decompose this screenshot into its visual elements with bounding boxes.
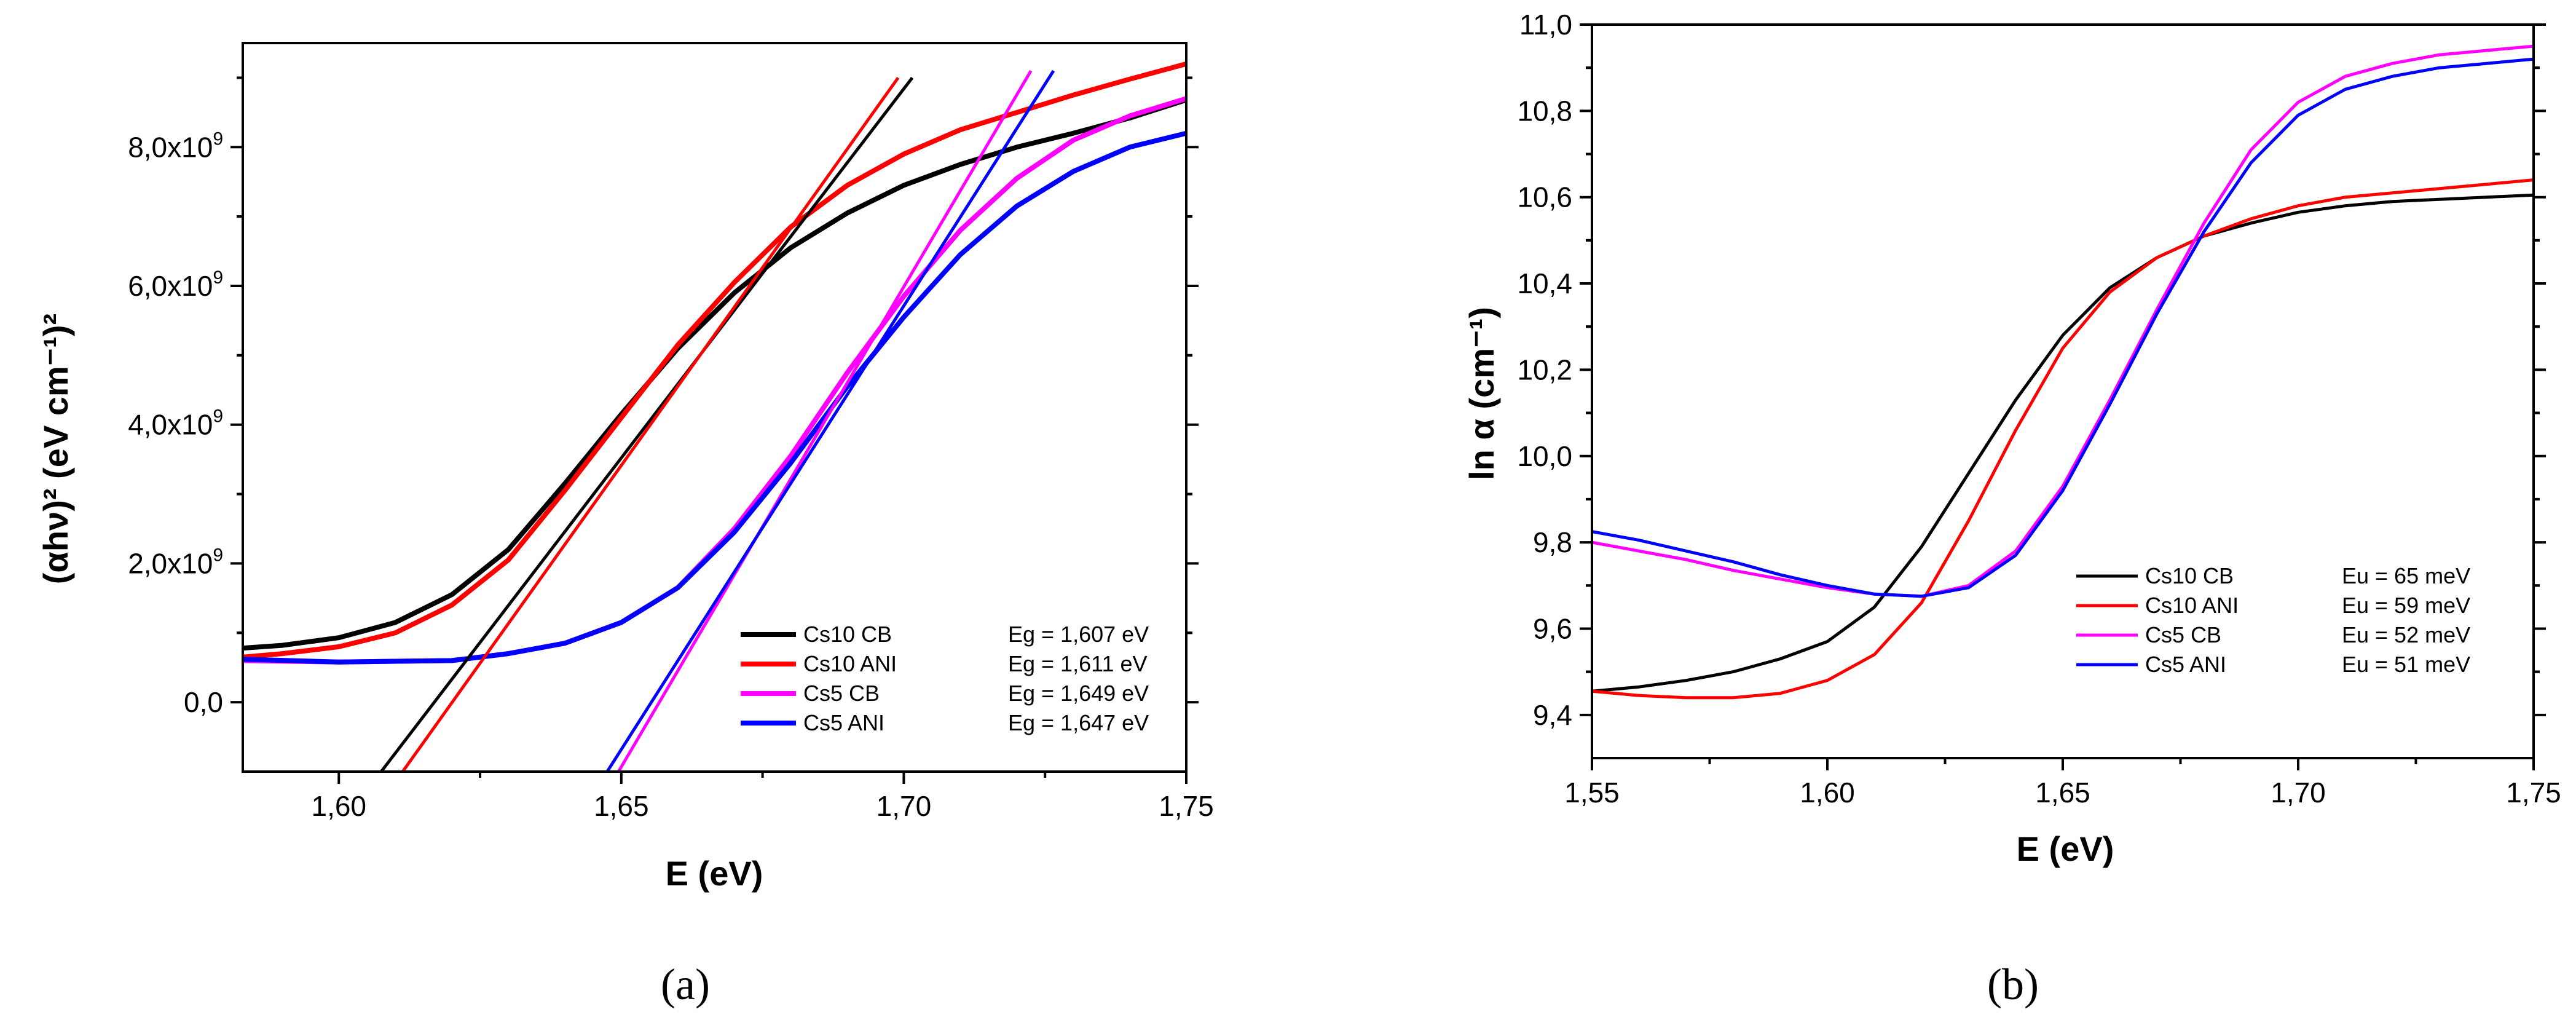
panel-a-x-axis-label: E (eV) (666, 854, 763, 893)
legend-series-name: Cs10 ANI (803, 651, 897, 676)
x-tick-label: 1,75 (2506, 777, 2561, 809)
y-tick-label: 10,6 (1517, 181, 1572, 213)
series-curve-cs5-ani (243, 130, 1186, 665)
series-curve-cs5-cb (243, 96, 1186, 665)
fit-line-cs10-ani (401, 76, 900, 772)
x-tick-label: 1,70 (876, 790, 932, 822)
legend: Cs10 CB Eu = 65 meV Cs10 ANI Eu = 59 meV Cs5… (2076, 563, 2470, 677)
x-tick-label: 1,65 (2035, 777, 2090, 809)
y-tick-label: 10,4 (1517, 267, 1572, 299)
y-tick-label: 9,6 (1533, 612, 1572, 644)
legend-series-value: Eg = 1,607 eV (1008, 622, 1149, 647)
panel-b-chart: E (eV) ln α (cm⁻¹) (b) 1,55 1,60 1,65 1,70 1… (1462, 9, 2561, 1009)
x-tick-label: 1,60 (1800, 777, 1855, 809)
series-curve-cs5-cb (1592, 44, 2534, 598)
fit-line-cs10-cb (380, 76, 914, 772)
series-curve-cs10-ani (243, 61, 1186, 660)
panel-b-y-axis-label: ln α (cm⁻¹) (1462, 307, 1501, 480)
legend-series-name: Cs10 CB (803, 622, 892, 647)
plot-area (243, 61, 1186, 772)
y-tick-label: 2,0x109 (128, 545, 223, 579)
x-tick-label: 1,55 (1564, 777, 1620, 809)
legend-series-value: Eg = 1,611 eV (1008, 651, 1148, 676)
y-tick-label: 10,2 (1517, 354, 1572, 386)
y-tick-label: 4,0x109 (128, 406, 223, 441)
panel-b-x-axis-label: E (eV) (2017, 829, 2114, 868)
legend-series-value: Eu = 65 meV (2342, 563, 2470, 588)
legend-series-name: Cs5 ANI (2145, 652, 2226, 677)
series-curve-cs5-ani (1592, 57, 2534, 598)
series-curve-cs10-cb (243, 97, 1186, 651)
plot-frame (242, 42, 1188, 773)
y-tick-label: 6,0x109 (128, 267, 223, 302)
fit-line-cs5-ani (605, 69, 1055, 772)
y-tick-label: 9,4 (1533, 699, 1572, 731)
x-tick-label: 1,60 (311, 790, 366, 822)
legend-series-name: Cs5 ANI (803, 710, 884, 735)
legend: Cs10 CB Eg = 1,607 eV Cs10 ANI Eg = 1,611 e… (741, 622, 1149, 735)
panel-a-y-axis-label: (αhν)² (eV cm⁻¹)² (36, 314, 75, 584)
x-tick-label: 1,65 (594, 790, 649, 822)
y-tick-label: 11,0 (1519, 9, 1572, 41)
x-tick-label: 1,75 (1159, 790, 1214, 822)
panel-a-chart: E (eV) (αhν)² (eV cm⁻¹)² (a) 1,60 1,65 1,7… (36, 42, 1214, 1009)
legend-series-value: Eu = 59 meV (2342, 593, 2470, 618)
fit-line-cs5-cb (617, 69, 1033, 772)
panel-b-label: (b) (1987, 960, 2039, 1009)
y-tick-label: 9,8 (1533, 526, 1572, 558)
y-tick-label: 10,0 (1517, 440, 1572, 472)
plot-frame (1591, 23, 2535, 759)
legend-series-value: Eg = 1,649 eV (1008, 681, 1149, 706)
series-curve-cs10-ani (1592, 178, 2534, 700)
legend-series-name: Cs10 CB (2145, 563, 2234, 588)
plot-area (1592, 44, 2534, 700)
panel-a-label: (a) (661, 960, 710, 1009)
legend-series-value: Eg = 1,647 eV (1008, 710, 1149, 735)
x-tick-label: 1,70 (2271, 777, 2326, 809)
series-curve-cs10-cb (1592, 193, 2534, 693)
legend-series-name: Cs5 CB (803, 681, 880, 706)
legend-series-name: Cs5 CB (2145, 622, 2221, 647)
y-tick-label: 10,8 (1517, 95, 1572, 127)
legend-series-value: Eu = 51 meV (2342, 652, 2470, 677)
y-tick-label: 8,0x109 (128, 128, 223, 163)
legend-series-name: Cs10 ANI (2145, 593, 2239, 618)
y-tick-label: 0,0 (184, 686, 223, 718)
legend-series-value: Eu = 52 meV (2342, 622, 2470, 647)
